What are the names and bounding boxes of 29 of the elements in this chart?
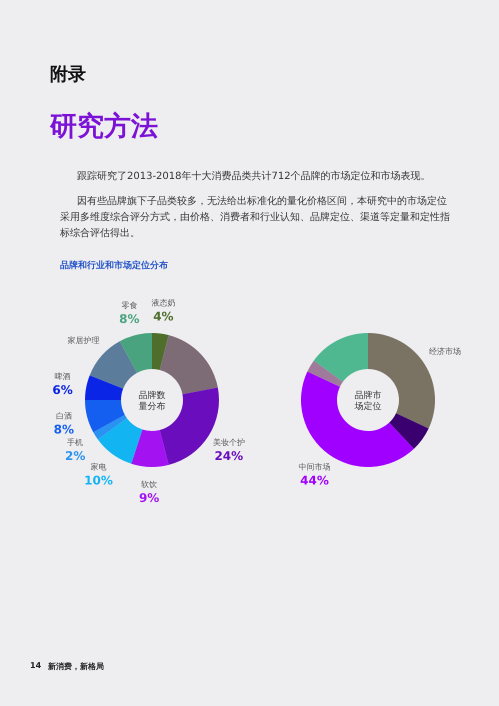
slice-label: 经济市场 [428,347,461,356]
text: 品牌和行业和市场定位分布 [60,259,168,272]
slice-label: 中间市场 [298,462,331,472]
data-label: 10% [84,474,113,488]
slice-label: 家居护理 [68,336,100,345]
text: 14 [30,661,42,670]
slice-label: 白酒 [56,412,72,421]
data-label: 8% [119,312,140,326]
text: 品牌数量分布 [138,390,166,412]
data-label: 6% [52,382,73,397]
text: 跟踪研究了2013-2018年十大消费品类共计712个品牌的市场定位和市场表现。 [76,170,432,183]
data-label: 2% [64,448,86,463]
data-label: 44% [300,474,329,488]
slice-label: 啤酒 [54,372,71,381]
text: 新消费，新格局 [48,661,104,672]
text: 品牌市场定位 [354,390,382,412]
slice-label: 软饮 [141,480,158,489]
slice-label: 家电 [90,462,107,472]
slice-label: 手机 [67,438,84,447]
text: 研究方法 [50,110,158,144]
data-label: 8% [54,422,74,437]
text: 因有些品牌旗下子品类较多，无法给出标准化的量化价格区间，本研究中的市场定位采用多维度综合评分方式，由价格、消费者和行业认知、品牌定位、渠道等定量和定性指标综合评估得出。 [60,194,450,241]
data-label: 9% [138,490,160,505]
data-label: 24% [214,448,244,463]
text: 附录 [50,63,86,86]
slice-label: 美妆个护 [212,438,245,447]
slice-label: 液态奶 [151,298,176,308]
data-label: 4% [153,310,174,324]
slice-label: 零食 [121,300,138,310]
